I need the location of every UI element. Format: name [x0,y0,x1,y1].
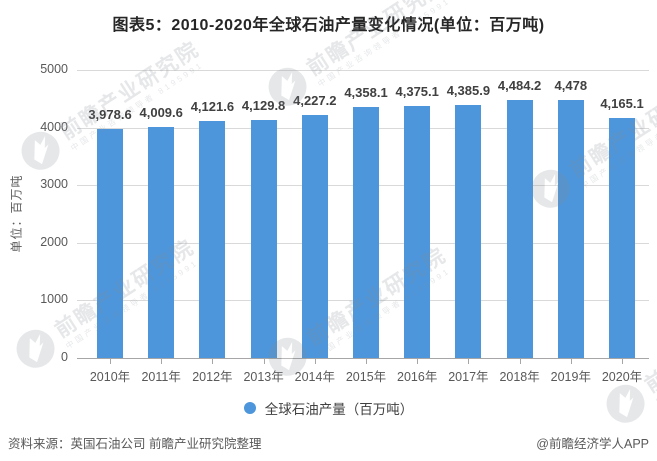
watermark-tagline-text: 中国产业咨询领导者 8195991 [316,265,453,359]
x-axis-tick [263,359,265,364]
qianzhan-logo-icon [16,329,55,368]
x-axis-category-label: 2014年 [294,370,335,384]
bar-value-label: 4,358.1 [344,84,388,100]
x-axis-category-label: 2012年 [192,370,233,384]
x-axis-category-label: 2010年 [89,370,131,384]
x-axis-category-label: 2020年 [601,370,643,384]
x-axis-tick [212,359,214,364]
bar-value-label: 4,484.2 [497,77,542,93]
legend-marker-icon [243,402,256,414]
y-axis-tick-label: 1000 [40,292,68,307]
x-axis-tick [622,359,623,364]
bar-value-label: 4,385.9 [446,83,491,99]
y-axis-tick-label: 5000 [40,62,68,76]
bar [404,105,431,358]
bar-value-label: 4,375.1 [395,83,439,99]
x-axis-category-label: 2018年 [499,370,540,384]
watermark-brand-text: 前瞻产业研究院 [55,37,204,145]
bar-value-label: 4,009.6 [139,105,183,121]
chart-legend: 全球石油产量（百万吨） [0,398,657,418]
bar [301,114,328,358]
chart-footer: 资料来源：英国石油公司 前瞻产业研究院整理 @前瞻经济学人APP [0,431,657,453]
bar-value-label: 4,129.8 [241,98,286,114]
y-gridline [77,70,649,71]
legend-series-label: 全球石油产量（百万吨） [264,402,414,417]
x-axis-tick [366,359,367,364]
x-axis-tick [570,359,572,364]
bar-value-label: 4,165.1 [600,96,644,112]
bar [609,118,635,358]
bar [97,128,123,358]
x-axis-line [77,358,649,359]
y-axis-tick-label: 2000 [40,234,68,249]
bar-value-label: 4,478 [554,78,588,94]
bar [148,127,175,358]
y-axis-tick-label: 3000 [40,177,68,192]
bar [250,120,277,358]
bar [557,100,584,358]
x-axis-tick [110,359,111,364]
x-axis-tick [161,359,163,364]
bar [455,105,482,358]
x-axis-category-label: 2016年 [397,370,438,384]
x-axis-category-label: 2013年 [243,370,284,384]
x-axis-category-label: 2011年 [141,370,181,384]
bar [353,106,379,358]
bar [199,120,226,358]
x-axis-tick [519,359,521,364]
x-axis-tick [417,359,419,364]
x-axis-tick [468,359,470,364]
watermark-tagline-text: 中国产业咨询领导者 8195991 [64,257,201,351]
y-axis-tick-label: 0 [61,350,68,364]
credit-text: @前瞻经济学人APP [536,437,649,451]
x-axis-tick [314,359,316,364]
bar-value-label: 4,227.2 [293,92,337,108]
bar [506,99,533,358]
chart-title: 图表5：2010-2020年全球石油产量变化情况(单位：百万吨) [112,17,545,34]
watermark-brand-text: 前瞻产业研究院 [50,235,199,343]
bar-value-label: 4,121.6 [190,98,235,114]
data-source-text: 资料来源：英国石油公司 前瞻产业研究院整理 [8,437,262,451]
x-axis-category-label: 2017年 [448,370,489,384]
x-axis-category-label: 2019年 [550,370,591,384]
x-axis-category-label: 2015年 [345,370,387,384]
bar-value-label: 3,978.6 [88,106,132,122]
y-axis-tick-label: 4000 [40,119,68,134]
